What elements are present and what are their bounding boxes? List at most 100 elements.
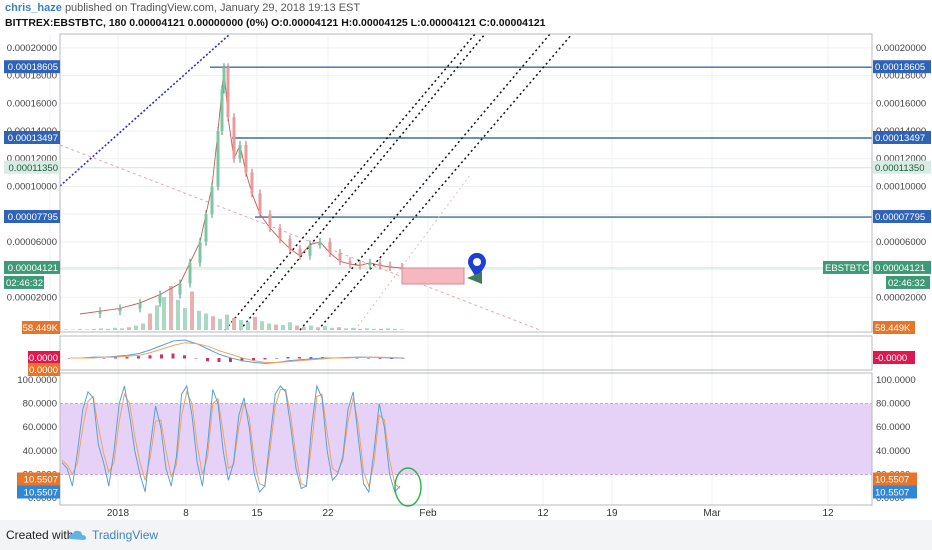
- left-stoch-tick: 100.0000: [17, 375, 57, 386]
- axis-labels: 0.00018605 0.00018605 0.00013497 0.00013497…: [4, 60, 931, 499]
- candle-body: [232, 117, 236, 159]
- map-pin-icon: [468, 252, 486, 279]
- pane-frame: [59, 33, 873, 506]
- macd-histogram-bar: [194, 358, 198, 359]
- left-price-tick: 0.00002000: [7, 292, 57, 303]
- macd-histogram-bar: [378, 358, 382, 359]
- right-stoch-tick: 100.0000: [876, 375, 916, 386]
- volume-bar: [169, 286, 173, 330]
- right-stoch-tick: 80.0000: [876, 399, 910, 410]
- publish-header: chris_haze published on TradingView.com,…: [5, 2, 360, 14]
- right-stoch-tick: 60.0000: [876, 422, 910, 433]
- volume-bar: [232, 317, 236, 330]
- right-price-tick: 0.00018000: [876, 71, 926, 82]
- created-with-text: Created with: [6, 528, 74, 542]
- candle-body: [244, 144, 248, 173]
- left-price-tick: 0.00012000: [7, 154, 57, 165]
- author-link[interactable]: chris_haze: [5, 2, 62, 14]
- volume-bar: [127, 327, 131, 330]
- right-level-label-bg: [873, 130, 931, 144]
- candle-body: [400, 266, 404, 268]
- ticker-label-bg: [823, 260, 869, 274]
- x-axis-tick: Mar: [703, 508, 721, 519]
- volume-bar: [197, 310, 201, 330]
- x-axis-tick: 8: [183, 508, 189, 519]
- volume-bar: [365, 328, 369, 330]
- stoch-k-line: [61, 384, 401, 494]
- candle-body: [222, 67, 226, 90]
- trend-line-pink: [59, 144, 541, 331]
- volume-bar: [183, 308, 187, 330]
- left-stoch-tick: 80.0000: [23, 399, 57, 410]
- right-stoch-k-label: 10.5507: [875, 487, 909, 498]
- right-price-tick: 0.00002000: [876, 292, 926, 303]
- candle-body: [298, 248, 302, 256]
- x-axis-tick: 15: [251, 508, 263, 519]
- candle-body: [138, 302, 142, 309]
- left-volume-label-bg: [22, 321, 60, 334]
- candle-body: [210, 186, 214, 215]
- right-volume-label-bg: [873, 321, 915, 334]
- volume-bar: [218, 319, 222, 330]
- right-price-tick: 0.00006000: [876, 237, 926, 248]
- right-stoch-tick: 40.0000: [876, 446, 910, 457]
- ohlc-legend: BITTREX:EBSTBTC, 180 0.00004121 0.000000…: [5, 17, 546, 29]
- volume-bar: [99, 328, 103, 330]
- volume-bar: [71, 329, 75, 330]
- volume-bar: [239, 320, 243, 330]
- macd-histogram-bar: [229, 358, 232, 363]
- candle-body: [338, 252, 342, 262]
- candle-body: [278, 228, 282, 240]
- volume-bar: [288, 322, 292, 330]
- candle-body: [358, 264, 362, 266]
- left-price-tick: 0.00020000: [7, 43, 57, 54]
- volume-bar: [372, 328, 376, 330]
- volume-bar: [379, 328, 383, 330]
- left-price-tick: 0.00006000: [7, 237, 57, 248]
- candle-body: [188, 262, 192, 284]
- candle-body: [250, 172, 254, 194]
- left-level-label: 0.00007795: [8, 212, 58, 223]
- volume-bar: [176, 299, 180, 330]
- macd-histogram-bar: [240, 358, 244, 362]
- stoch-band-fill: [60, 403, 872, 475]
- volume-bar: [323, 326, 327, 330]
- right-stoch-d-label: 10.5507: [875, 474, 909, 485]
- left-countdown-label: 02:46:32: [6, 278, 43, 289]
- candle-body: [238, 144, 242, 159]
- volume-bar: [330, 327, 334, 330]
- volume-bar: [295, 325, 299, 330]
- left-price-tick: 0.00018000: [7, 71, 57, 82]
- volume-bar: [155, 305, 159, 330]
- left-level-label-bg: [4, 210, 60, 224]
- ticker-label: EBSTBTC: [825, 263, 869, 274]
- chart-canvas[interactable]: 0.000020000.000020000.000040000.00004000…: [0, 0, 932, 520]
- x-axis-tick: 12: [822, 508, 834, 519]
- candle-body: [268, 214, 272, 229]
- channel-mid-line: [354, 174, 471, 331]
- x-axis-tick: 19: [606, 508, 618, 519]
- right-highlight-label-bg: [873, 160, 931, 174]
- left-stoch-d-label-bg: [17, 472, 60, 486]
- candle-body: [118, 308, 122, 312]
- volume-bar: [337, 327, 341, 330]
- macd-histogram-bar: [252, 358, 255, 361]
- macd-histogram-bar: [68, 358, 71, 359]
- volume-bar: [260, 321, 264, 330]
- channel-line: [224, 33, 476, 331]
- macd-histogram-bar: [102, 358, 106, 359]
- footer: Created with TradingView: [0, 520, 932, 550]
- tradingview-link[interactable]: TradingView: [92, 528, 159, 542]
- left-level-label-bg: [4, 130, 60, 144]
- right-level-label: 0.00007795: [875, 212, 925, 223]
- candle-body: [178, 283, 182, 295]
- left-signal-label-bg: [28, 363, 60, 376]
- left-level-label: 0.00013497: [8, 133, 58, 144]
- candle-body: [258, 193, 262, 215]
- left-last-price-label-bg: [4, 260, 60, 274]
- candle-body: [348, 261, 352, 265]
- right-level-label: 0.00018605: [875, 62, 925, 73]
- signal-line: [70, 342, 404, 363]
- macd-histogram-bar: [298, 357, 301, 359]
- candle-body: [204, 214, 208, 242]
